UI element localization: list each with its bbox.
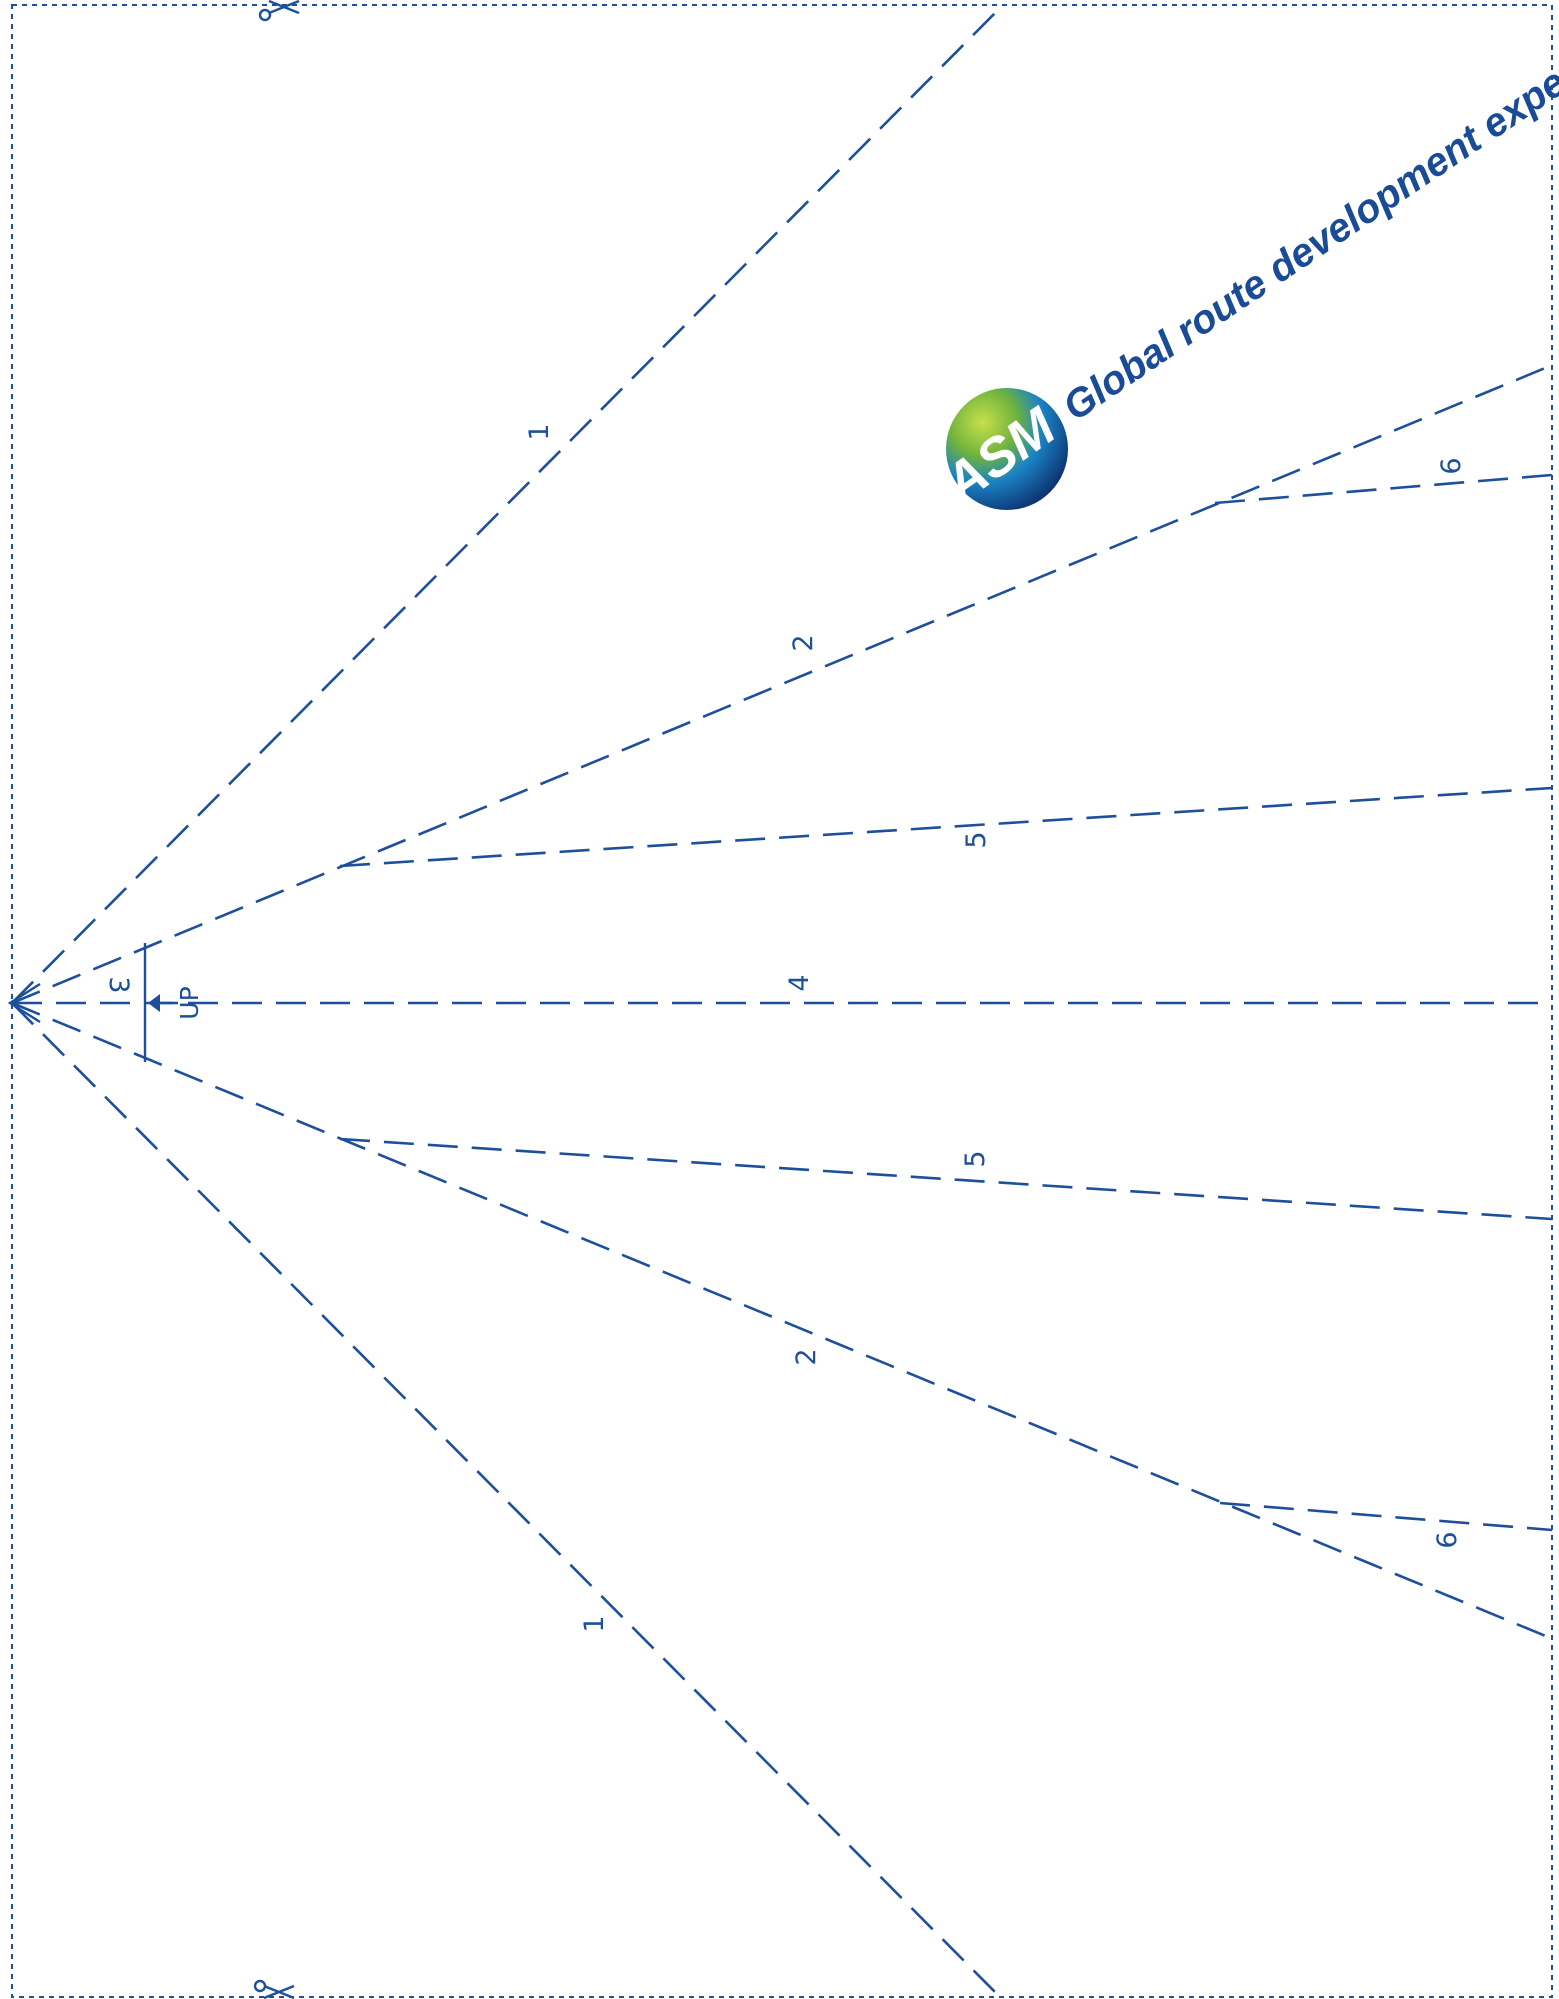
- fold-line-6-bottom: [1219, 1501, 1553, 1532]
- fold-line-2-bottom: [11, 1001, 1549, 1639]
- fold-line-6-top: [1214, 473, 1553, 505]
- up-label: UP: [175, 986, 204, 1019]
- fold-label-6-top: 6: [1436, 457, 1467, 474]
- fold-label-6-bottom: 6: [1432, 1531, 1463, 1548]
- fold-line-1-top: [11, 4, 1004, 1004]
- tagline: Global route development experts: [1055, 31, 1559, 429]
- fold-label-2-top: 2: [788, 634, 819, 651]
- fold-line-1-bottom: [11, 1002, 999, 1996]
- fold-label-2-bottom: 2: [791, 1348, 822, 1365]
- nose-arrowhead: [7, 982, 41, 1024]
- fold-label-5-bottom: 5: [960, 1150, 991, 1167]
- fold-label-1-bottom: 1: [579, 1615, 610, 1632]
- fold-label-1-top: 1: [524, 423, 555, 440]
- fold-line-5-top: [339, 786, 1553, 868]
- up-arrow-icon: [148, 994, 178, 1012]
- fold-label-4: 4: [784, 974, 815, 991]
- asm-logo: ASM: [932, 388, 1068, 515]
- fold-line-2-top: [11, 364, 1551, 1005]
- fold-line-5-bottom: [339, 1137, 1553, 1221]
- fold-label-5-top: 5: [961, 831, 992, 848]
- scissors-icon: [253, 1979, 295, 1999]
- scissors-icon: [258, 0, 300, 22]
- cut-border: [11, 4, 1553, 1998]
- fold-label-3: 3: [103, 976, 134, 993]
